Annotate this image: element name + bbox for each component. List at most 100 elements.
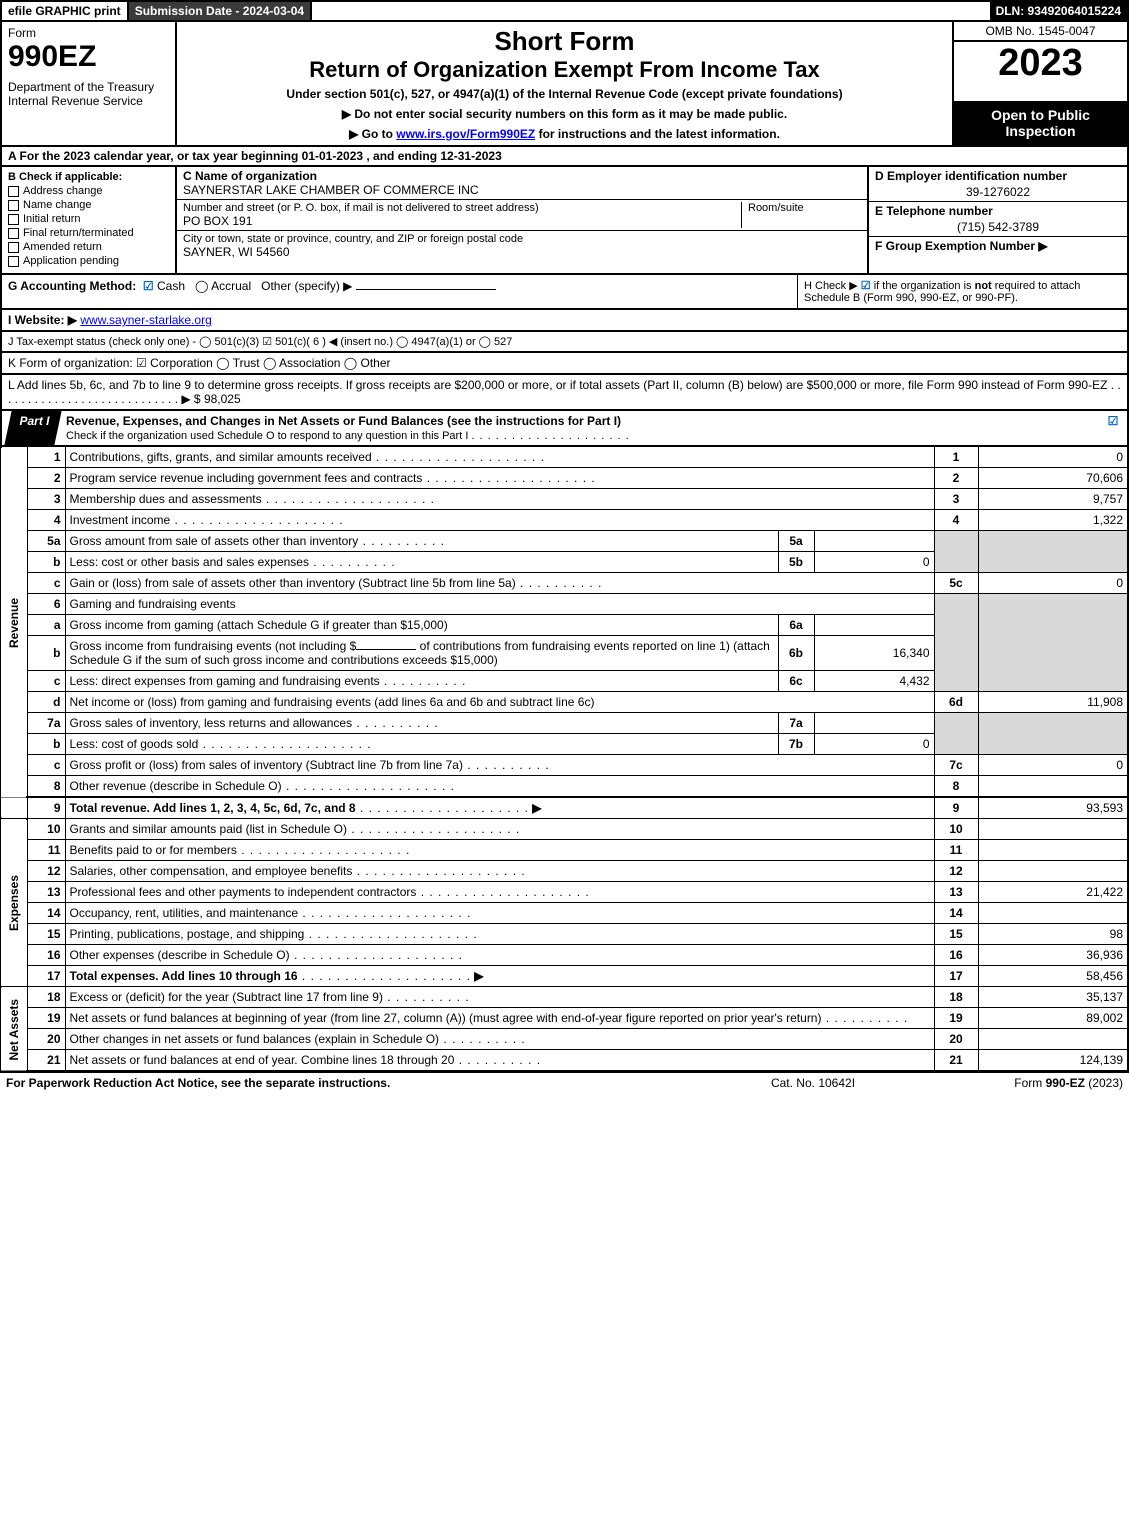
checkbox-icon[interactable] (8, 214, 19, 225)
c-street: Number and street (or P. O. box, if mail… (177, 200, 867, 231)
desc: Less: cost of goods sold (65, 734, 778, 755)
amt: 1,322 (978, 510, 1128, 531)
amt (978, 903, 1128, 924)
amt: 124,139 (978, 1050, 1128, 1072)
line-16: 16 Other expenses (describe in Schedule … (1, 945, 1128, 966)
numcol: 20 (934, 1029, 978, 1050)
e-label: E Telephone number (875, 204, 1121, 218)
website-link[interactable]: www.sayner-starlake.org (80, 313, 211, 327)
footer-right: Form 990-EZ (2023) (923, 1076, 1123, 1090)
numcol: 2 (934, 468, 978, 489)
line-18: Net Assets 18 Excess or (deficit) for th… (1, 987, 1128, 1008)
subval (814, 531, 934, 552)
form-number: 990EZ (8, 40, 169, 74)
chk-amended-return: Amended return (8, 241, 169, 253)
numcol: 16 (934, 945, 978, 966)
room-suite-label: Room/suite (741, 202, 861, 228)
desc: Other changes in net assets or fund bala… (65, 1029, 934, 1050)
line-8: 8 Other revenue (describe in Schedule O)… (1, 776, 1128, 798)
ln: 20 (27, 1029, 65, 1050)
side-netassets: Net Assets (1, 987, 27, 1072)
chk-name-change: Name change (8, 199, 169, 211)
ln: 10 (27, 819, 65, 840)
checkbox-icon[interactable] (8, 186, 19, 197)
desc: Excess or (deficit) for the year (Subtra… (65, 987, 934, 1008)
part1-title-text: Revenue, Expenses, and Changes in Net As… (66, 414, 621, 428)
chk-label: Initial return (23, 213, 80, 225)
check-icon: ☑ (861, 280, 871, 292)
header-right: OMB No. 1545-0047 2023 Open to Public In… (952, 22, 1127, 145)
note-link: ▶ Go to www.irs.gov/Form990EZ for instru… (185, 127, 944, 141)
numcol: 12 (934, 861, 978, 882)
g-other: Other (specify) ▶ (261, 279, 352, 293)
f-group: F Group Exemption Number ▶ (869, 237, 1127, 255)
ln: 21 (27, 1050, 65, 1072)
amt: 36,936 (978, 945, 1128, 966)
line-9: 9 Total revenue. Add lines 1, 2, 3, 4, 5… (1, 797, 1128, 819)
line-4: 4 Investment income 4 1,322 (1, 510, 1128, 531)
city-value: SAYNER, WI 54560 (183, 245, 523, 259)
numcol: 17 (934, 966, 978, 987)
c-street-label: Number and street (or P. O. box, if mail… (183, 202, 741, 214)
line-11: 11 Benefits paid to or for members 11 (1, 840, 1128, 861)
h-text1: H Check ▶ (804, 280, 858, 292)
numcol: 3 (934, 489, 978, 510)
irs-link[interactable]: www.irs.gov/Form990EZ (396, 127, 535, 141)
tax-year: 2023 (954, 42, 1127, 85)
omb-number: OMB No. 1545-0047 (954, 22, 1127, 42)
line-13: 13 Professional fees and other payments … (1, 882, 1128, 903)
amt: 0 (978, 755, 1128, 776)
numcol: 6d (934, 692, 978, 713)
subval: 4,432 (814, 671, 934, 692)
desc: Other expenses (describe in Schedule O) (65, 945, 934, 966)
check-icon[interactable]: ☑ (1108, 414, 1119, 428)
desc: Professional fees and other payments to … (65, 882, 934, 903)
sublbl: 6a (778, 615, 814, 636)
desc: Membership dues and assessments (65, 489, 934, 510)
ln: 5a (27, 531, 65, 552)
checkbox-icon[interactable] (8, 256, 19, 267)
ln: b (27, 552, 65, 573)
part1-header: Part I Revenue, Expenses, and Changes in… (0, 411, 1129, 447)
amt (978, 819, 1128, 840)
section-c: C Name of organization SAYNERSTAR LAKE C… (177, 167, 867, 273)
desc: Program service revenue including govern… (65, 468, 934, 489)
top-bar: efile GRAPHIC print Submission Date - 20… (0, 0, 1129, 22)
ln: 13 (27, 882, 65, 903)
short-form-title: Short Form (185, 26, 944, 57)
note2-pre: ▶ Go to (349, 127, 396, 141)
block-bcdef: B Check if applicable: Address change Na… (0, 167, 1129, 275)
sublbl: 7b (778, 734, 814, 755)
subval (814, 713, 934, 734)
ln: 11 (27, 840, 65, 861)
g-cash: Cash (157, 279, 185, 293)
checkbox-icon[interactable] (8, 200, 19, 211)
sublbl: 5b (778, 552, 814, 573)
section-def: D Employer identification number 39-1276… (867, 167, 1127, 273)
chk-label: Address change (23, 185, 103, 197)
desc: Salaries, other compensation, and employ… (65, 861, 934, 882)
line-17: 17 Total expenses. Add lines 10 through … (1, 966, 1128, 987)
amt: 0 (978, 573, 1128, 594)
grey-cell (978, 531, 1128, 573)
line-2: 2 Program service revenue including gove… (1, 468, 1128, 489)
lines-table: Revenue 1 Contributions, gifts, grants, … (0, 447, 1129, 1072)
chk-application-pending: Application pending (8, 255, 169, 267)
row-h: H Check ▶ ☑ if the organization is not r… (797, 275, 1127, 308)
ln: d (27, 692, 65, 713)
grey-cell (978, 713, 1128, 755)
footer-left: For Paperwork Reduction Act Notice, see … (6, 1076, 703, 1090)
side-expenses: Expenses (1, 819, 27, 987)
subval: 0 (814, 552, 934, 573)
chk-label: Name change (23, 199, 92, 211)
h-not: not (975, 280, 992, 292)
checkbox-icon[interactable] (8, 242, 19, 253)
numcol: 4 (934, 510, 978, 531)
row-l: L Add lines 5b, 6c, and 7b to line 9 to … (0, 375, 1129, 411)
subtitle: Under section 501(c), 527, or 4947(a)(1)… (185, 87, 944, 101)
main-title: Return of Organization Exempt From Incom… (185, 57, 944, 83)
checkbox-icon[interactable] (8, 228, 19, 239)
grey-cell (934, 713, 978, 755)
chk-final-return: Final return/terminated (8, 227, 169, 239)
part1-title: Revenue, Expenses, and Changes in Net As… (58, 411, 1099, 445)
